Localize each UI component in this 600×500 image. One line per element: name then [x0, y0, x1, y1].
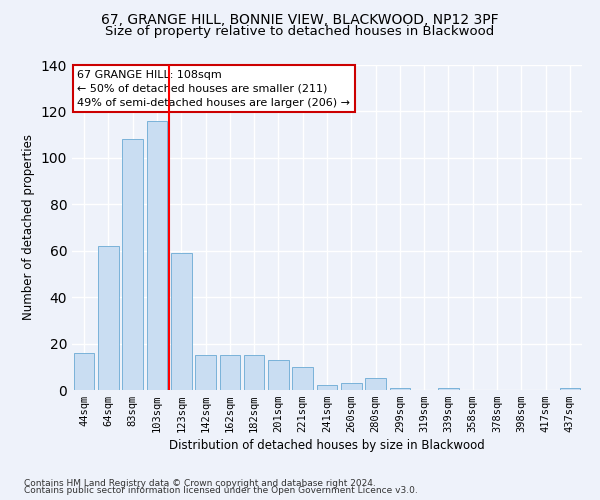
Bar: [292, 367, 313, 390]
X-axis label: Distribution of detached houses by size in Blackwood: Distribution of detached houses by size …: [169, 440, 485, 452]
Text: Contains public sector information licensed under the Open Government Licence v3: Contains public sector information licen…: [24, 486, 418, 495]
Bar: [195, 355, 216, 390]
Bar: [438, 388, 459, 390]
Text: Contains HM Land Registry data © Crown copyright and database right 2024.: Contains HM Land Registry data © Crown c…: [24, 478, 376, 488]
Bar: [389, 388, 410, 390]
Bar: [171, 253, 191, 390]
Text: 67, GRANGE HILL, BONNIE VIEW, BLACKWOOD, NP12 3PF: 67, GRANGE HILL, BONNIE VIEW, BLACKWOOD,…: [101, 12, 499, 26]
Bar: [341, 383, 362, 390]
Bar: [220, 355, 240, 390]
Text: Size of property relative to detached houses in Blackwood: Size of property relative to detached ho…: [106, 25, 494, 38]
Bar: [122, 140, 143, 390]
Bar: [244, 355, 265, 390]
Bar: [365, 378, 386, 390]
Bar: [317, 386, 337, 390]
Bar: [74, 353, 94, 390]
Bar: [146, 120, 167, 390]
Y-axis label: Number of detached properties: Number of detached properties: [22, 134, 35, 320]
Bar: [268, 360, 289, 390]
Bar: [560, 388, 580, 390]
Bar: [98, 246, 119, 390]
Text: 67 GRANGE HILL: 108sqm
← 50% of detached houses are smaller (211)
49% of semi-de: 67 GRANGE HILL: 108sqm ← 50% of detached…: [77, 70, 350, 108]
